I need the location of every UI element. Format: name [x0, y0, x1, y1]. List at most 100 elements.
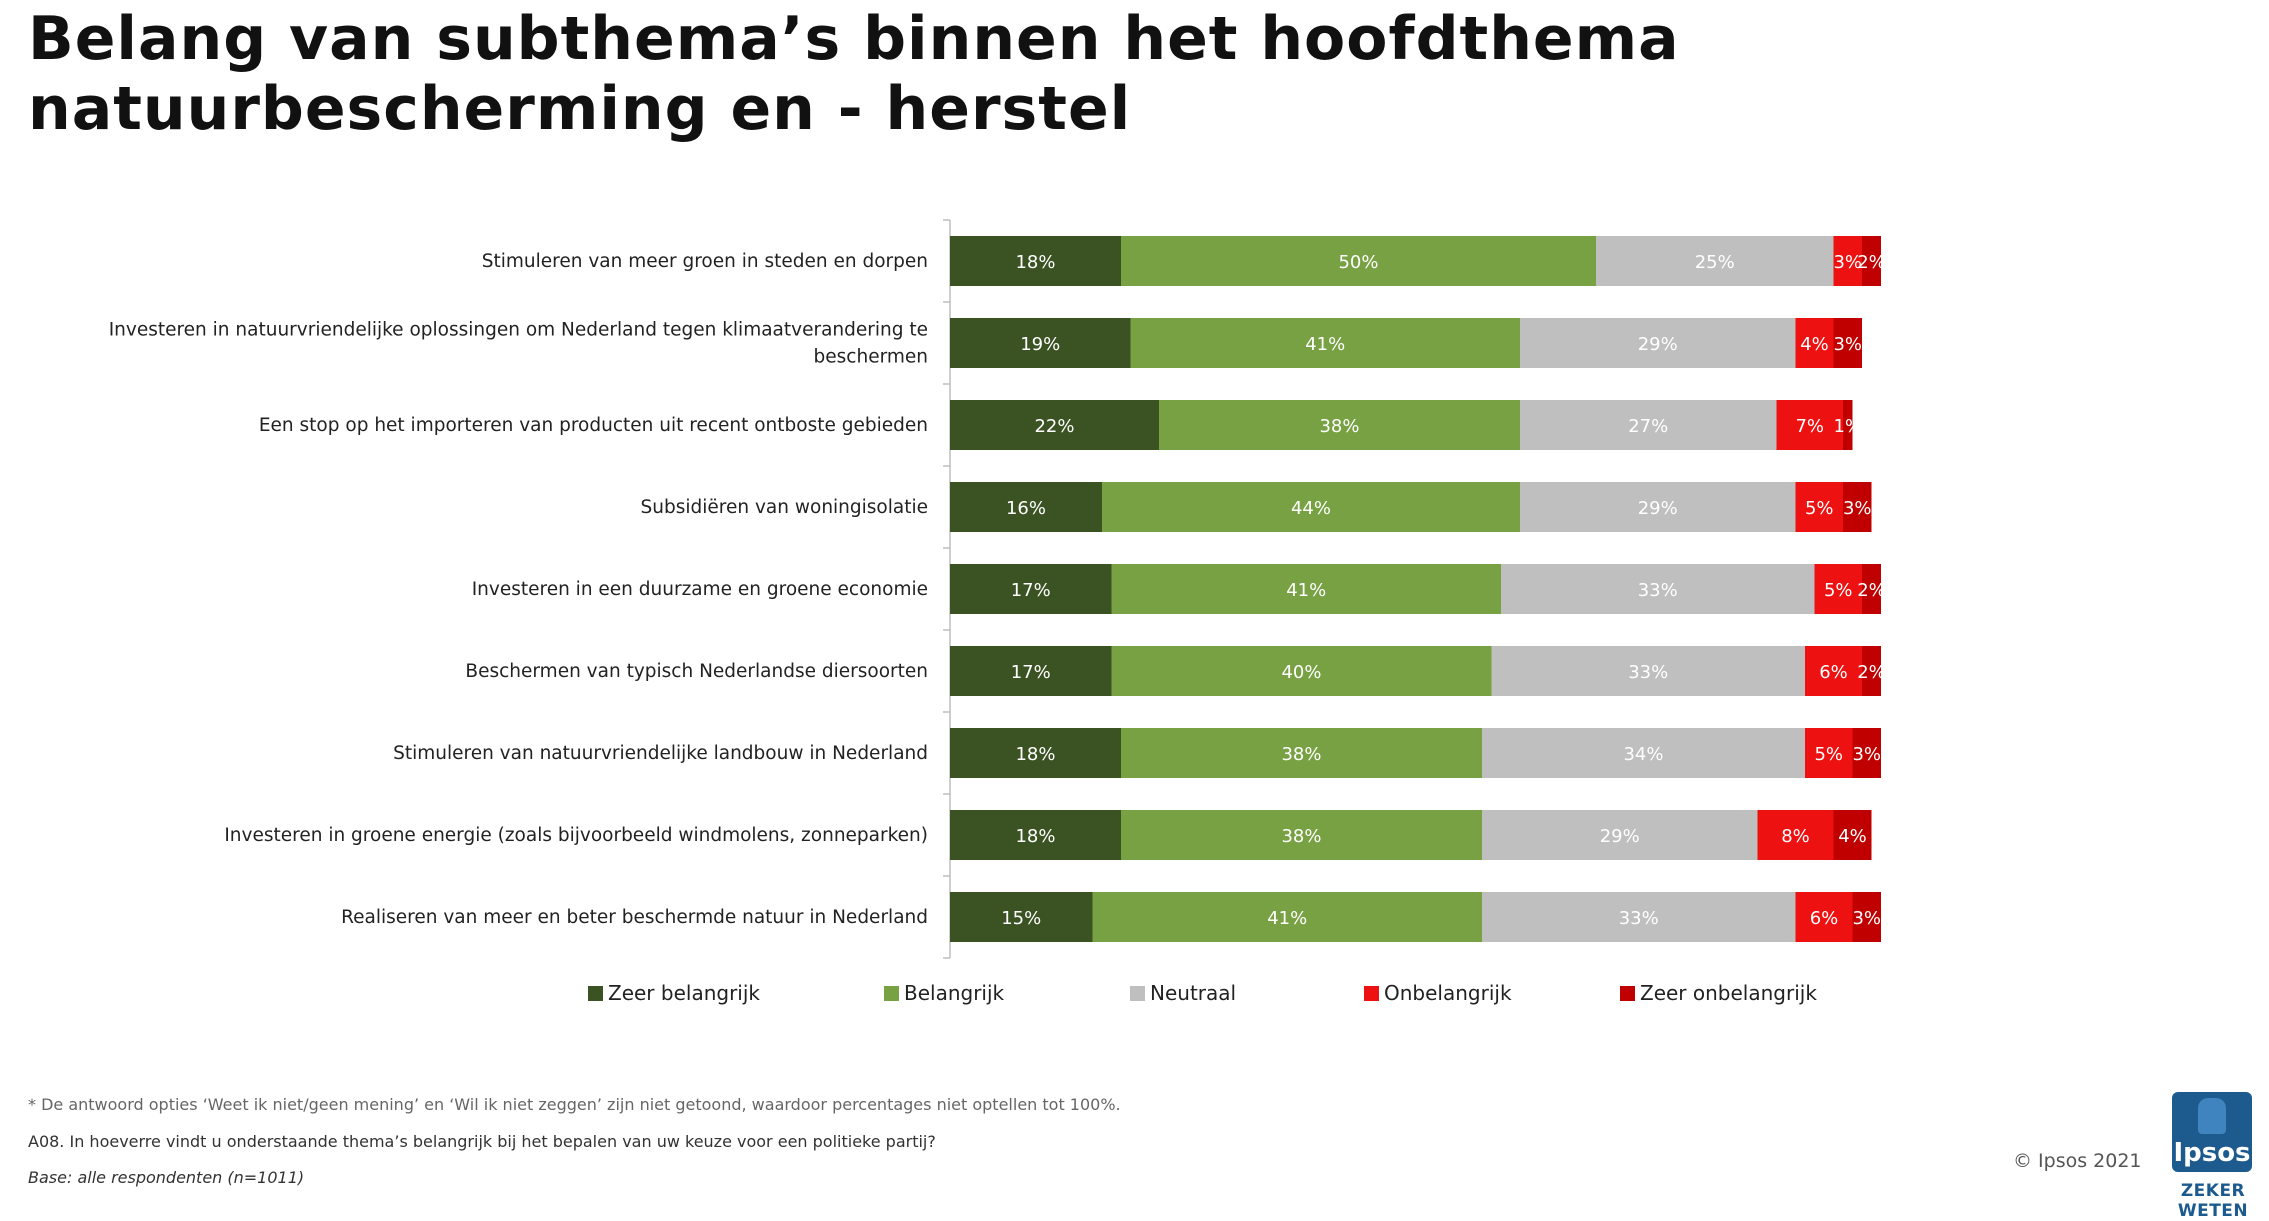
bar-segment	[1795, 482, 1843, 532]
bar-segment	[1482, 728, 1805, 778]
data-label: 17%	[1011, 580, 1051, 601]
bar-segment	[1520, 482, 1796, 532]
bar-segment	[950, 318, 1131, 368]
footnote-note: * De antwoord opties ‘Weet ik niet/geen …	[28, 1095, 1121, 1114]
stacked-bar-chart: Stimuleren van meer groen in steden en d…	[108, 219, 1886, 1005]
legend-label: Zeer onbelangrijk	[1640, 981, 1817, 1005]
bar-segment	[1111, 646, 1492, 696]
category-label: Beschermen van typisch Nederlandse diers…	[465, 661, 928, 682]
data-label: 4%	[1838, 826, 1867, 847]
bar-segment	[1814, 564, 1862, 614]
legend-swatch	[588, 986, 603, 1001]
logo-text: Ipsos	[2173, 1138, 2251, 1168]
bar-segment	[1805, 646, 1862, 696]
bar-segment	[1130, 318, 1520, 368]
bar-segment	[950, 236, 1121, 286]
legend-label: Belangrijk	[904, 981, 1005, 1005]
bar-segment	[1862, 646, 1881, 696]
bar-segment	[1482, 892, 1796, 942]
data-label: 50%	[1338, 252, 1378, 273]
data-label: 38%	[1281, 826, 1321, 847]
legend-swatch	[1620, 986, 1635, 1001]
data-label: 6%	[1819, 662, 1848, 683]
data-label: 41%	[1305, 334, 1345, 355]
data-label: 29%	[1638, 498, 1678, 519]
data-label: 18%	[1015, 252, 1055, 273]
data-label: 18%	[1015, 744, 1055, 765]
bar-segment	[1805, 728, 1853, 778]
bar-segment	[1092, 892, 1482, 942]
category-label: Stimuleren van natuurvriendelijke landbo…	[393, 743, 928, 764]
bar-segment	[1121, 728, 1482, 778]
data-label: 3%	[1843, 498, 1872, 519]
legend-swatch	[884, 986, 899, 1001]
data-label: 27%	[1628, 416, 1668, 437]
bar-segment	[1795, 892, 1853, 942]
data-label: 3%	[1852, 908, 1881, 929]
bar-segment	[1833, 318, 1862, 368]
data-label: 5%	[1805, 498, 1834, 519]
data-label: 3%	[1833, 334, 1862, 355]
bar-segment	[1596, 236, 1834, 286]
footnote-base: Base: alle respondenten (n=1011)	[28, 1168, 305, 1187]
data-label: 2%	[1857, 662, 1886, 683]
bar-segment	[1843, 482, 1872, 532]
category-label: Investeren in een duurzame en groene eco…	[472, 579, 928, 600]
data-label: 6%	[1810, 908, 1839, 929]
legend-label: Onbelangrijk	[1384, 981, 1512, 1005]
bar-segment	[1520, 318, 1796, 368]
data-label: 15%	[1001, 908, 1041, 929]
data-label: 25%	[1695, 252, 1735, 273]
bar-segment	[1852, 892, 1881, 942]
bar-segment	[1159, 400, 1520, 450]
bar-segment	[950, 892, 1093, 942]
data-label: 2%	[1857, 580, 1886, 601]
bar-segment	[1852, 728, 1881, 778]
bar-segment	[950, 646, 1112, 696]
data-label: 5%	[1814, 744, 1843, 765]
bar-segment	[1482, 810, 1758, 860]
data-label: 40%	[1281, 662, 1321, 683]
data-label: 2%	[1857, 252, 1886, 273]
category-label: Een stop op het importeren van producten…	[259, 415, 928, 436]
bar-segment	[1501, 564, 1815, 614]
bar-segment	[950, 810, 1121, 860]
bar-segment	[950, 564, 1112, 614]
bar-segment	[1776, 400, 1843, 450]
data-label: 8%	[1781, 826, 1810, 847]
bar-segment	[1520, 400, 1777, 450]
data-label: 16%	[1006, 498, 1046, 519]
category-label: Investeren in natuurvriendelijke oplossi…	[109, 320, 928, 368]
ipsos-logo: Ipsos	[2172, 1092, 2252, 1172]
logo-figure-icon	[2198, 1098, 2226, 1134]
bar-segment	[1121, 810, 1482, 860]
legend-label: Zeer belangrijk	[608, 981, 760, 1005]
data-label: 33%	[1619, 908, 1659, 929]
data-label: 3%	[1852, 744, 1881, 765]
bar-segment	[1862, 236, 1881, 286]
data-label: 34%	[1623, 744, 1663, 765]
data-label: 38%	[1281, 744, 1321, 765]
footnote-question: A08. In hoeverre vindt u onderstaande th…	[28, 1132, 936, 1151]
data-label: 3%	[1833, 252, 1862, 273]
data-label: 5%	[1824, 580, 1853, 601]
bar-segment	[1491, 646, 1805, 696]
bar-segment	[1795, 318, 1834, 368]
bar-segment	[1833, 810, 1872, 860]
data-label: 22%	[1034, 416, 1074, 437]
data-label: 29%	[1600, 826, 1640, 847]
page-title: Belang van subthema’s binnen het hoofdth…	[28, 4, 1680, 144]
data-label: 4%	[1800, 334, 1829, 355]
data-label: 17%	[1011, 662, 1051, 683]
category-label: Realiseren van meer en beter beschermde …	[341, 907, 928, 928]
data-label: 41%	[1286, 580, 1326, 601]
data-label: 19%	[1020, 334, 1060, 355]
category-label: Investeren in groene energie (zoals bijv…	[224, 825, 928, 846]
bar-segment	[950, 400, 1159, 450]
bar-segment	[1843, 400, 1853, 450]
data-label: 1%	[1833, 416, 1862, 437]
legend-label: Neutraal	[1150, 981, 1236, 1005]
bar-segment	[1111, 564, 1501, 614]
copyright-text: © Ipsos 2021	[2013, 1150, 2142, 1172]
data-label: 33%	[1638, 580, 1678, 601]
